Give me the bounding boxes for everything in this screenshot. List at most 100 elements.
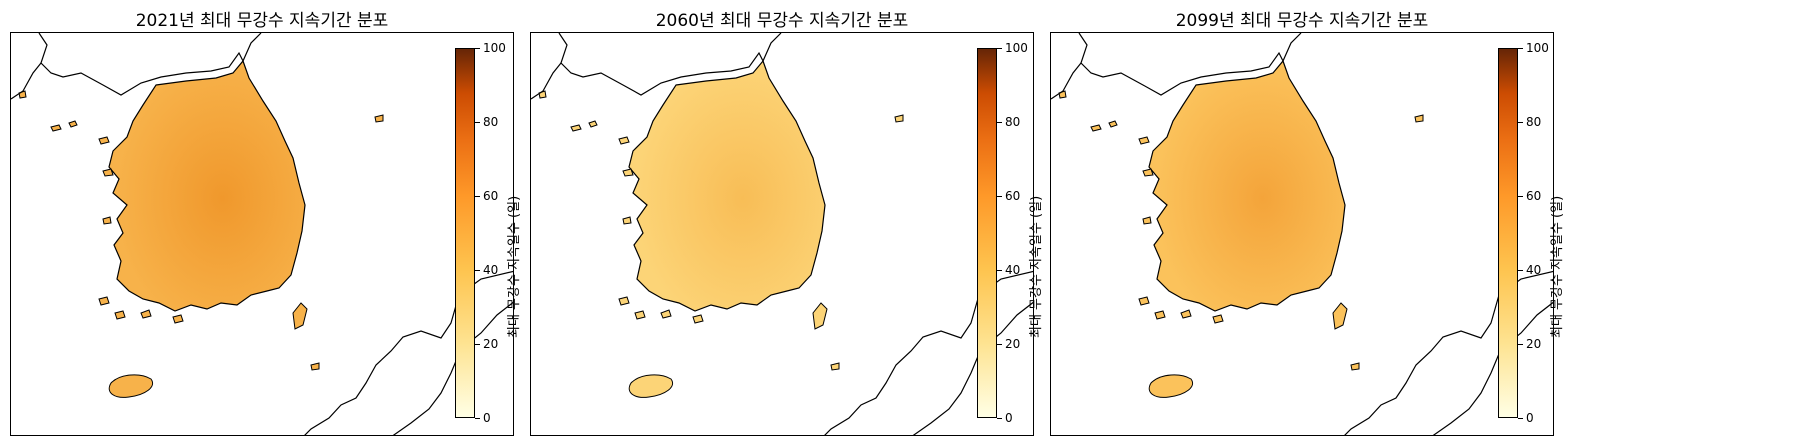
japan-coastline <box>1432 301 1553 435</box>
colorbar <box>1498 48 1518 418</box>
ulleung-island <box>894 114 904 123</box>
small-island <box>1090 124 1102 132</box>
small-island <box>622 216 632 225</box>
tsushima-island <box>812 302 828 330</box>
small-island <box>114 310 126 320</box>
colorbar-tick-label: 60 <box>1526 189 1542 203</box>
colorbar-tick <box>1518 48 1523 49</box>
small-island <box>830 362 840 371</box>
north-korea-coastline <box>558 33 782 96</box>
tsushima-island <box>1332 302 1348 330</box>
north-korea-coastline <box>1078 33 1302 96</box>
small-island <box>618 136 630 145</box>
colorbar <box>977 48 997 418</box>
colorbar-tick <box>475 344 480 345</box>
colorbar-tick <box>997 270 1002 271</box>
small-island <box>1350 362 1360 371</box>
colorbar-tick-label: 0 <box>1005 411 1013 425</box>
map-panel-2021: 2021년 최대 무강수 지속기간 분포 0 20 40 60 80 100 최대 무강수… <box>0 0 600 444</box>
colorbar <box>455 48 475 418</box>
small-island <box>1108 120 1118 128</box>
colorbar-tick-label: 0 <box>483 411 491 425</box>
china-coastline <box>1051 62 1082 100</box>
small-island <box>588 120 598 128</box>
map-title: 2060년 최대 무강수 지속기간 분포 <box>655 11 909 31</box>
ulleung-island <box>374 114 384 123</box>
ulleung-island <box>1414 114 1424 123</box>
japan-coastline <box>392 301 513 435</box>
small-island <box>1180 309 1192 319</box>
small-island <box>1138 296 1150 306</box>
colorbar-tick-label: 80 <box>483 115 499 129</box>
south-korea-landmass <box>108 59 306 312</box>
jeju-island <box>628 374 673 398</box>
colorbar-tick-label: 40 <box>483 263 499 277</box>
map-area <box>530 32 1034 436</box>
small-island <box>570 124 582 132</box>
colorbar-tick <box>1518 270 1523 271</box>
small-island <box>634 310 646 320</box>
jeju-island <box>1148 374 1193 398</box>
colorbar-tick-label: 20 <box>1005 337 1021 351</box>
colorbar-tick-label: 20 <box>483 337 499 351</box>
korea-map <box>1051 33 1553 435</box>
small-island <box>1154 310 1166 320</box>
japan-coastline <box>824 270 1033 435</box>
colorbar-tick <box>475 270 480 271</box>
colorbar-tick <box>475 196 480 197</box>
colorbar-tick-label: 100 <box>1005 41 1028 55</box>
colorbar-tick-label: 80 <box>1526 115 1542 129</box>
map-panel-2060: 2060년 최대 무강수 지속기간 분포 0 20 40 60 80 100 최대 무강수… <box>520 0 1120 444</box>
colorbar-tick <box>475 48 480 49</box>
small-island <box>102 168 114 177</box>
china-coastline <box>11 62 42 100</box>
colorbar-tick <box>475 418 480 419</box>
colorbar-tick <box>475 122 480 123</box>
map-title: 2099년 최대 무강수 지속기간 분포 <box>1175 11 1429 31</box>
colorbar-tick <box>1518 418 1523 419</box>
colorbar-tick-label: 100 <box>483 41 506 55</box>
south-korea-landmass <box>628 59 826 312</box>
map-area <box>10 32 514 436</box>
small-island <box>660 309 672 319</box>
map-panel-2099: 2099년 최대 무강수 지속기간 분포 0 20 40 60 80 100 최대 무강수… <box>1040 0 1640 444</box>
japan-coastline <box>1344 270 1553 435</box>
colorbar-tick-label: 60 <box>483 189 499 203</box>
small-island <box>692 314 704 324</box>
small-island <box>1142 168 1154 177</box>
colorbar-tick <box>997 122 1002 123</box>
small-island <box>1142 216 1152 225</box>
small-island <box>618 296 630 306</box>
small-island <box>102 216 112 225</box>
tsushima-island <box>292 302 308 330</box>
colorbar-tick-label: 80 <box>1005 115 1021 129</box>
small-island <box>1138 136 1150 145</box>
small-island <box>622 168 634 177</box>
colorbar-label: 최대 무강수 지속일수 (일) <box>1550 195 1565 338</box>
colorbar-tick-label: 0 <box>1526 411 1534 425</box>
small-island <box>310 362 320 371</box>
map-area <box>1050 32 1554 436</box>
north-korea-coastline <box>38 33 262 96</box>
jeju-island <box>108 374 153 398</box>
korea-map <box>11 33 513 435</box>
small-island <box>1212 314 1224 324</box>
colorbar-tick <box>997 48 1002 49</box>
small-island <box>50 124 62 132</box>
colorbar-tick-label: 60 <box>1005 189 1021 203</box>
japan-coastline <box>912 301 1033 435</box>
small-island <box>172 314 184 324</box>
small-island <box>98 296 110 306</box>
china-coastline <box>531 62 562 100</box>
colorbar-tick-label: 20 <box>1526 337 1542 351</box>
small-island <box>140 309 152 319</box>
colorbar-tick <box>997 196 1002 197</box>
korea-map <box>531 33 1033 435</box>
colorbar-tick-label: 100 <box>1526 41 1549 55</box>
colorbar-tick <box>1518 122 1523 123</box>
colorbar-tick <box>1518 196 1523 197</box>
colorbar-tick <box>997 344 1002 345</box>
colorbar-tick <box>997 418 1002 419</box>
south-korea-landmass <box>1148 59 1346 312</box>
small-island <box>68 120 78 128</box>
